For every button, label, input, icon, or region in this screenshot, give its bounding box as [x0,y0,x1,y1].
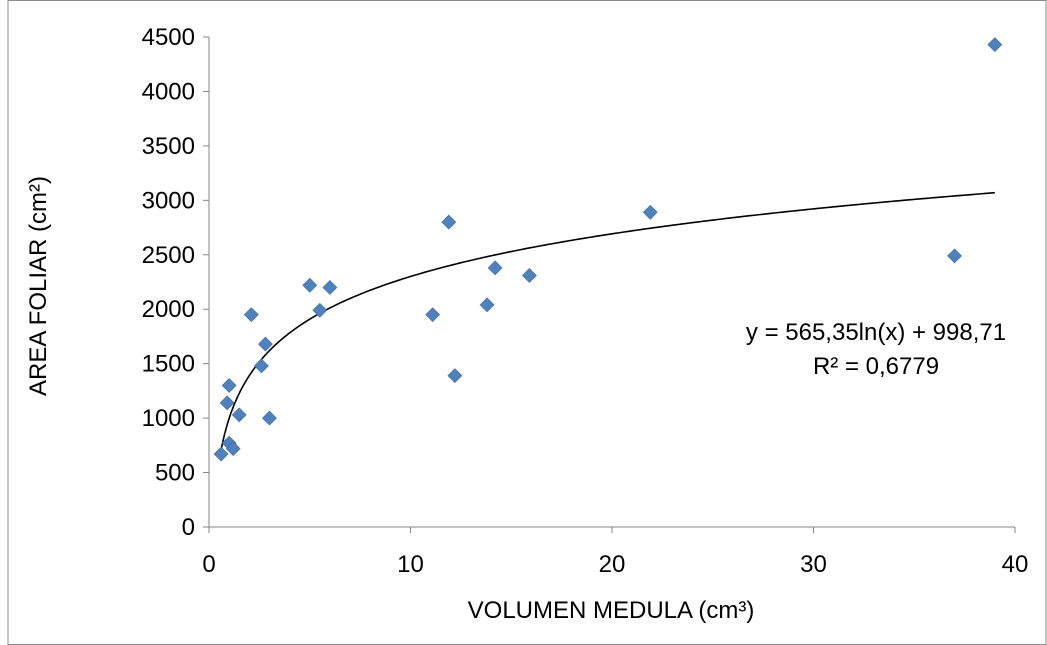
data-point [213,446,229,462]
y-tick-label: 3000 [142,187,195,214]
trendline-equation: y = 565,35ln(x) + 998,71 [746,319,1006,346]
data-point [257,336,273,352]
data-point [447,368,463,384]
data-point [479,297,495,313]
x-tick-label: 10 [397,551,424,578]
x-tick-label: 30 [800,551,827,578]
x-axis-label: VOLUMEN MEDULA (cm³) [468,597,755,624]
data-point [947,248,962,264]
data-point [987,37,1003,53]
x-tick-label: 40 [1002,551,1029,578]
y-tick-label: 4500 [142,24,195,51]
x-tick-label: 20 [599,551,626,578]
y-tick-label: 1000 [142,405,195,432]
data-point [219,395,235,411]
data-points [213,37,1003,462]
data-point [521,268,537,283]
data-point [322,280,338,295]
data-point [642,204,658,220]
y-tick-label: 500 [155,460,195,487]
y-tick-label: 1500 [142,351,195,378]
x-axis-ticks: 0 10 20 30 40 [202,527,1028,578]
y-tick-label: 0 [182,514,195,541]
chart-border [7,0,1047,645]
data-point [425,307,441,323]
data-point [243,307,259,323]
data-point [253,358,269,374]
y-axis-ticks: 0 500 1000 1500 2000 2500 3000 3500 4000 4500 [142,24,209,541]
y-tick-label: 4000 [142,78,195,105]
y-tick-label: 2000 [142,296,195,323]
data-point [225,441,241,457]
data-point [487,260,503,276]
data-point [302,277,318,293]
data-point [441,214,457,230]
data-point [262,410,277,426]
data-point [312,302,328,318]
y-tick-label: 3500 [142,133,195,160]
y-tick-label: 2500 [142,242,195,269]
y-axis-label: AREA FOLIAR (cm²) [25,176,52,396]
x-tick-label: 0 [202,551,215,578]
trendline-r-squared: R² = 0,6779 [813,353,939,380]
data-point [231,407,247,423]
trendline [220,191,995,450]
data-point [221,378,237,393]
